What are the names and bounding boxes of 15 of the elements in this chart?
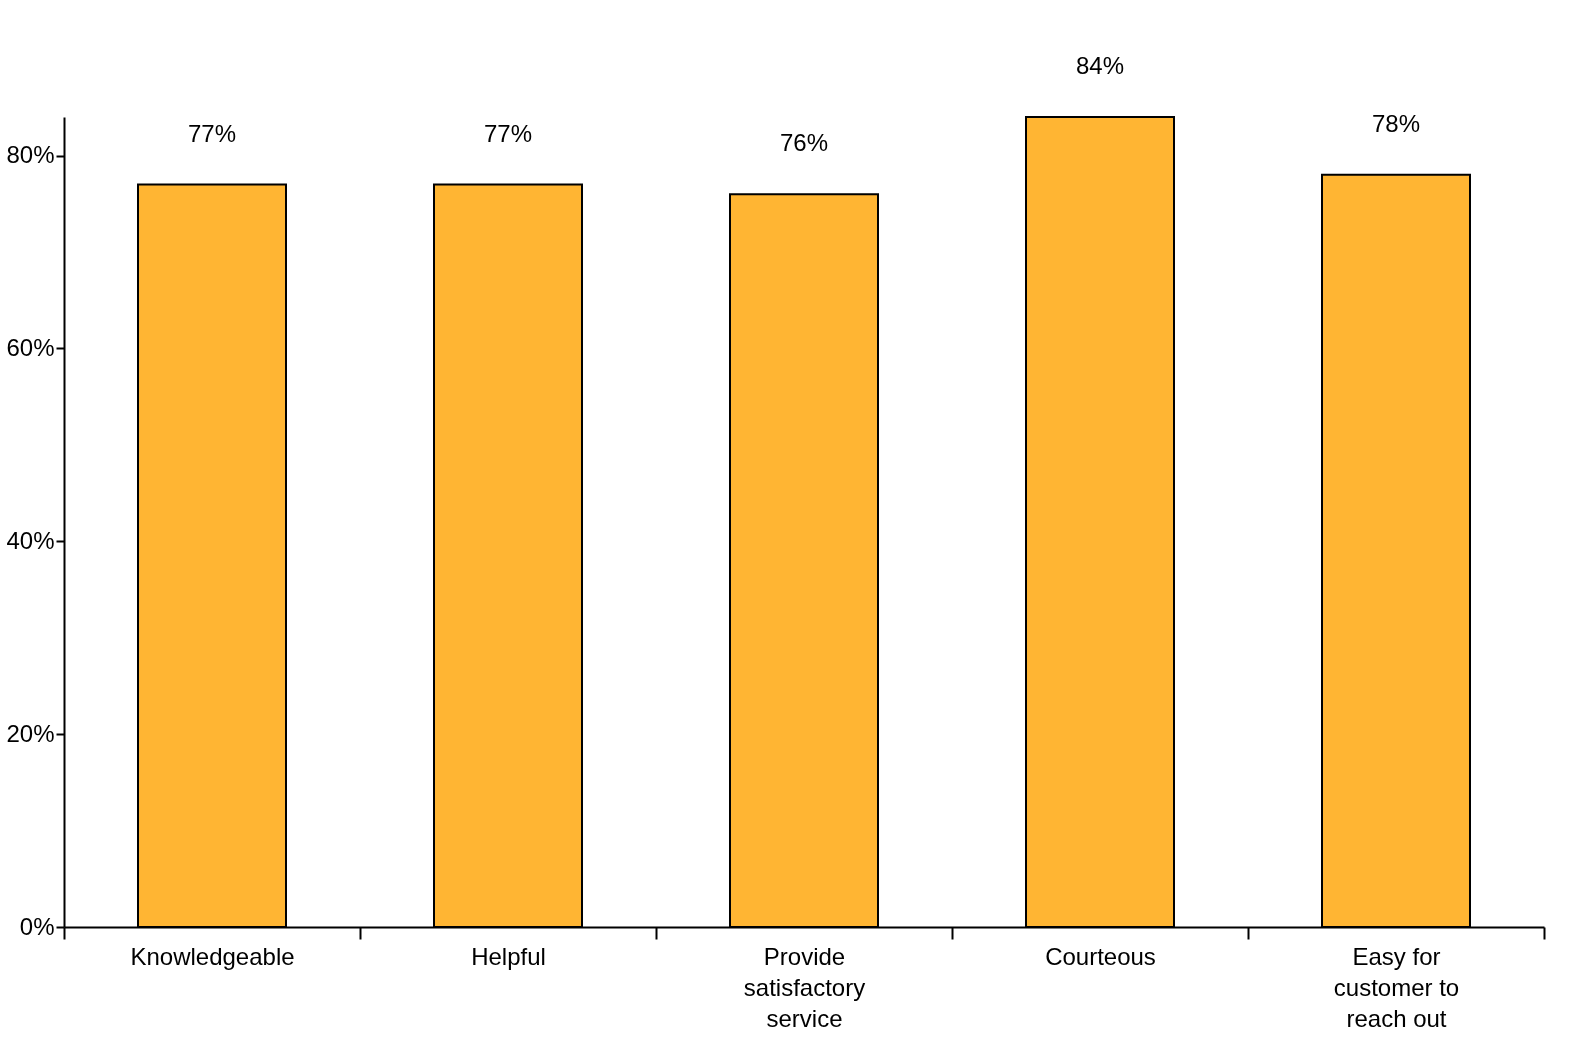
- y-tick-label: 0%: [19, 912, 55, 940]
- data-label: 77%: [187, 119, 237, 147]
- data-label: 78%: [1371, 109, 1421, 137]
- x-tick-label: Easy for customer to reach out: [1333, 942, 1460, 1032]
- y-tick-label: 20%: [6, 719, 55, 747]
- x-tick-label: Courteous: [1045, 942, 1156, 970]
- data-label: 76%: [779, 129, 829, 157]
- x-tick-label: Provide satisfactory service: [743, 942, 866, 1032]
- data-label: 84%: [1075, 52, 1125, 79]
- y-tick-label: 80%: [6, 141, 55, 169]
- y-tick-label: 60%: [6, 333, 55, 361]
- y-tick-label: 40%: [6, 526, 55, 554]
- x-tick-label: Helpful: [471, 942, 546, 970]
- x-tick-label: Knowledgeable: [130, 942, 295, 970]
- data-label: 77%: [483, 119, 533, 147]
